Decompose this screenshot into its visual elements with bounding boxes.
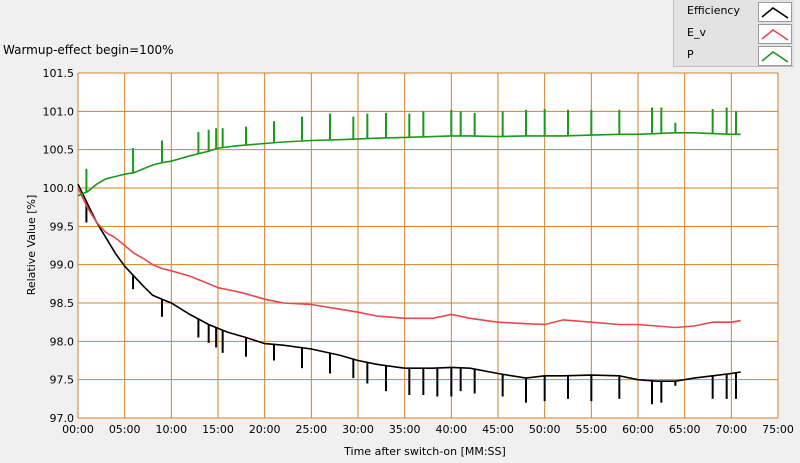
- legend-item-e-v[interactable]: E_v: [674, 22, 794, 44]
- y-tick-label: 101.0: [43, 105, 75, 118]
- x-tick-label: 00:00: [62, 423, 94, 436]
- x-tick-label: 25:00: [295, 423, 327, 436]
- x-tick-label: 75:00: [762, 423, 794, 436]
- x-tick-label: 45:00: [482, 423, 514, 436]
- chart-title: Warmup-effect begin=100%: [3, 43, 174, 57]
- y-tick-label: 97.0: [50, 412, 75, 425]
- y-tick-label: 101.5: [43, 67, 75, 80]
- legend-label-efficiency: Efficiency: [687, 4, 740, 17]
- y-tick-label: 100.5: [43, 144, 75, 157]
- legend-label-e-v: E_v: [687, 26, 706, 39]
- legend-swatch-efficiency[interactable]: [758, 2, 792, 22]
- legend-item-efficiency[interactable]: Efficiency: [674, 0, 794, 22]
- x-axis-ticks: 00:00 05:00 10:00 15:00 20:00 25:00 30:00 35:00…: [62, 423, 794, 436]
- x-tick-label: 40:00: [435, 423, 467, 436]
- x-tick-label: 55:00: [575, 423, 607, 436]
- y-tick-label: 100.0: [43, 182, 75, 195]
- y-axis-ticks: 97.0 97.5 98.0 98.5 99.0 99.5 100.0 100.5 101.0 1…: [43, 67, 75, 425]
- x-tick-label: 10:00: [155, 423, 187, 436]
- x-tick-label: 60:00: [622, 423, 654, 436]
- grid: [77, 72, 779, 419]
- y-tick-label: 98.0: [50, 335, 75, 348]
- legend-item-p[interactable]: P: [674, 44, 794, 66]
- plot-background: [78, 73, 778, 418]
- y-tick-label: 98.5: [50, 297, 75, 310]
- x-tick-label: 70:00: [715, 423, 747, 436]
- x-tick-label: 30:00: [342, 423, 374, 436]
- legend-label-p: P: [687, 48, 694, 61]
- x-tick-label: 20:00: [249, 423, 281, 436]
- x-tick-label: 50:00: [529, 423, 561, 436]
- y-tick-label: 99.0: [50, 259, 75, 272]
- series-line-p: [77, 132, 741, 197]
- y-tick-label: 99.5: [50, 220, 75, 233]
- x-axis-title: Time after switch-on [MM:SS]: [343, 445, 506, 458]
- x-tick-label: 15:00: [202, 423, 234, 436]
- x-tick-label: 35:00: [389, 423, 421, 436]
- legend: Efficiency E_v P: [673, 0, 794, 67]
- y-tick-label: 97.5: [50, 374, 75, 387]
- series-line-e-v: [77, 187, 741, 329]
- legend-swatch-e-v[interactable]: [758, 24, 792, 44]
- legend-swatch-p[interactable]: [758, 46, 792, 66]
- series-line-efficiency: [77, 183, 741, 383]
- series-lines: [77, 107, 741, 405]
- x-tick-label: 65:00: [669, 423, 701, 436]
- y-axis-title: Relative Value [%]: [25, 195, 38, 296]
- x-tick-label: 05:00: [109, 423, 141, 436]
